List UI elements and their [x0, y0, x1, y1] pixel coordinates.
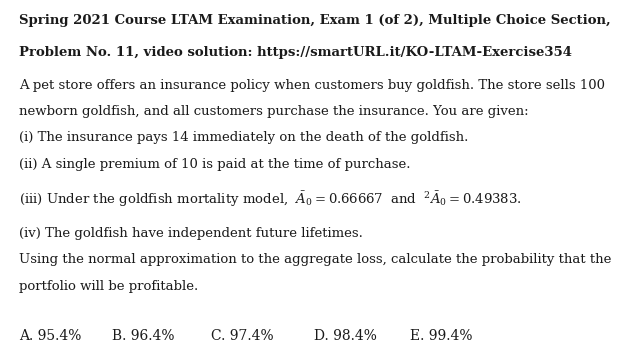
- Text: E. 99.4%: E. 99.4%: [410, 329, 472, 343]
- Text: (iv) The goldfish have independent future lifetimes.: (iv) The goldfish have independent futur…: [19, 227, 363, 240]
- Text: (ii) A single premium of 10 is paid at the time of purchase.: (ii) A single premium of 10 is paid at t…: [19, 158, 411, 171]
- Text: A pet store offers an insurance policy when customers buy goldfish. The store se: A pet store offers an insurance policy w…: [19, 79, 605, 92]
- Text: Using the normal approximation to the aggregate loss, calculate the probability : Using the normal approximation to the ag…: [19, 253, 612, 266]
- Text: (i) The insurance pays 14 immediately on the death of the goldfish.: (i) The insurance pays 14 immediately on…: [19, 131, 468, 144]
- Text: Problem No. 11, video solution: https://smartURL.it/KO-LTAM-Exercise354: Problem No. 11, video solution: https://…: [19, 46, 572, 59]
- Text: A. 95.4%: A. 95.4%: [19, 329, 81, 343]
- Text: newborn goldfish, and all customers purchase the insurance. You are given:: newborn goldfish, and all customers purc…: [19, 105, 529, 118]
- Text: C. 97.4%: C. 97.4%: [211, 329, 274, 343]
- Text: D. 98.4%: D. 98.4%: [314, 329, 376, 343]
- Text: portfolio will be profitable.: portfolio will be profitable.: [19, 280, 198, 293]
- Text: (iii) Under the goldfish mortality model,  $\bar{A}_0 = 0.66667$  and  $^2\bar{A: (iii) Under the goldfish mortality model…: [19, 189, 522, 209]
- Text: B. 96.4%: B. 96.4%: [112, 329, 175, 343]
- Text: Spring 2021 Course LTAM Examination, Exam 1 (of 2), Multiple Choice Section,: Spring 2021 Course LTAM Examination, Exa…: [19, 14, 611, 27]
